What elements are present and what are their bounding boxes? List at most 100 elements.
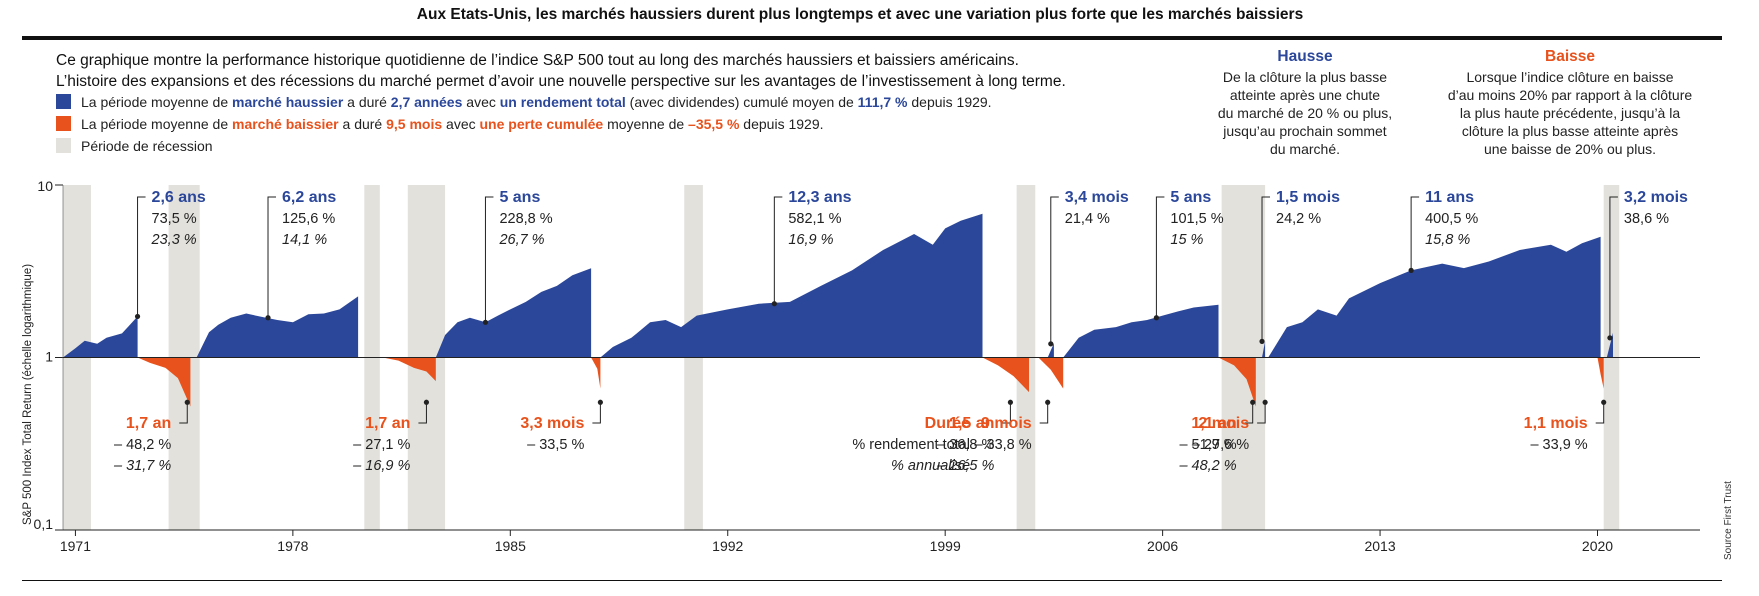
bull-annual-label: 26,7 % [498, 232, 544, 248]
bull-total-label: 24,2 % [1276, 211, 1321, 227]
definition-hausse-title: Hausse [1277, 48, 1333, 65]
legend-bear-hl: 9,5 mois [386, 116, 443, 132]
legend-bull-hl: marché haussier [232, 94, 344, 110]
y-tick-label: 0,1 [34, 516, 54, 532]
annotation-leader [1002, 402, 1011, 424]
bear-annual-label: – 48,2 % [1178, 458, 1236, 474]
page-title: Aux Etats-Unis, les marchés haussiers du… [416, 6, 1304, 23]
annotation-leader [773, 196, 783, 304]
bear-duration-label: 1,1 mois [1524, 415, 1588, 432]
bear-duration-label: 1,1 an [1191, 415, 1236, 432]
bear-duration-label: 2 mois [1198, 415, 1249, 432]
definition-line: atteinte après une chute [1229, 87, 1381, 103]
legend-recession-label: Période de récession [81, 138, 213, 154]
source-note: Source First Trust [1723, 481, 1734, 560]
legend-bear-text: La période moyenne de [81, 116, 232, 132]
bear-market-area [591, 357, 601, 389]
annotation-leader [1257, 402, 1266, 424]
bull-total-label: 73,5 % [152, 211, 197, 227]
legend-bull-text: avec [462, 94, 500, 110]
definition-line: clôture la plus basse atteinte après [1461, 123, 1679, 139]
bear-market-area [1597, 357, 1604, 389]
x-tick-label: 1978 [277, 538, 308, 554]
annotation-dot [1259, 338, 1265, 344]
annotation-dot [1007, 399, 1014, 405]
annotation-leader [1155, 196, 1165, 318]
bull-total-label: 38,6 % [1624, 211, 1669, 227]
key-annual: % annualisé [891, 458, 970, 474]
bear-market-area [982, 357, 1029, 393]
intro-line-1: Ce graphique montre la performance histo… [56, 52, 1019, 69]
legend-bull-text: a duré [343, 94, 391, 110]
bull-annual-label: 15,8 % [1425, 232, 1470, 248]
legend-bull-text: (avec dividendes) cumulé moyen de [625, 94, 858, 110]
bull-market-area [1268, 236, 1601, 358]
bear-total-label: – 33,5 % [527, 437, 584, 453]
definition-baisse: Baisse Lorsque l’indice clôture en baiss… [1430, 48, 1710, 158]
annotation-dot [1250, 399, 1256, 405]
annotation-dot [184, 399, 190, 405]
y-tick-label: 10 [37, 178, 53, 194]
bull-total-label: 21,4 % [1065, 211, 1110, 227]
bull-total-label: 101,5 % [1170, 211, 1223, 227]
bull-duration-label: 5 ans [1170, 189, 1211, 206]
legend-bull-hl: 2,7 années [390, 94, 463, 110]
bull-market-area [600, 213, 983, 358]
annotation-leader [267, 196, 277, 318]
annotation-dot [1262, 399, 1268, 405]
bull-annual-label: 23,3 % [151, 232, 197, 248]
annotation-dot [1048, 341, 1054, 347]
legend-bull: La période moyenne de marché haussier a … [56, 94, 992, 110]
x-tick-label: 1992 [712, 538, 743, 554]
bear-duration-label: 1,7 an [365, 415, 410, 432]
annotation-leader [1050, 196, 1059, 344]
definition-baisse-title: Baisse [1545, 48, 1595, 65]
definition-line: De la clôture la plus basse [1222, 69, 1388, 85]
bull-duration-label: 11 ans [1425, 189, 1474, 206]
x-tick-label: 2013 [1364, 538, 1395, 554]
bottom-rule [22, 580, 1722, 581]
intro-line-2: L’histoire des expansions et des récessi… [56, 73, 1066, 90]
bull-annual-label: 16,9 % [788, 232, 833, 248]
definition-line: du marché. [1269, 141, 1341, 157]
annotation-dot [482, 319, 489, 325]
annotation-leader [1609, 196, 1618, 338]
annotation-leader [1261, 196, 1271, 342]
definition-hausse: Hausse De la clôture la plus basse attei… [1205, 48, 1405, 158]
bull-market-area [1047, 343, 1054, 358]
legend-bull-text: La période moyenne de [81, 94, 232, 110]
bear-total-label: – 48,2 % [114, 437, 171, 453]
bull-market-area [435, 268, 592, 358]
annotation-dot [134, 313, 141, 320]
annotation-leader [1595, 402, 1605, 424]
bull-market-area [196, 296, 359, 358]
definition-line: du marché de 20 % ou plus, [1217, 105, 1393, 121]
annotation-leader [1039, 402, 1049, 424]
annotation-dot [1601, 399, 1607, 405]
legend-bear-text: moyenne de [603, 116, 689, 132]
annotation-dot [265, 315, 271, 321]
x-tick-label: 1999 [930, 538, 961, 554]
bear-annual-label: – 26,5 % [936, 458, 994, 474]
bear-market-area [1218, 357, 1256, 407]
annotation-dot [1607, 335, 1613, 341]
bear-annual-label: – 31,7 % [113, 458, 171, 474]
annotation-leader [1410, 196, 1420, 271]
annotation-dot [771, 301, 777, 307]
bear-duration-label: 9 mois [981, 415, 1032, 432]
annotation-leader [137, 196, 146, 317]
bull-annual-label: 15 % [1170, 232, 1203, 248]
annotation-leader [418, 402, 427, 424]
legend-bull-hl: un rendement total [499, 94, 626, 110]
bear-market-area [382, 357, 436, 382]
bull-duration-label: 3,2 mois [1624, 189, 1688, 206]
annotation-dot [1045, 399, 1051, 405]
bear-total-label: – 27,6 % [1192, 437, 1249, 453]
annotation-leader [179, 402, 188, 424]
x-tick-label: 1971 [60, 538, 91, 554]
bear-total-label: – 33,8 % [974, 437, 1031, 453]
definition-line: jusqu’au prochain sommet [1223, 123, 1387, 139]
bear-duration-label: 1,7 an [126, 415, 171, 432]
bull-duration-label: 6,2 ans [282, 189, 336, 206]
